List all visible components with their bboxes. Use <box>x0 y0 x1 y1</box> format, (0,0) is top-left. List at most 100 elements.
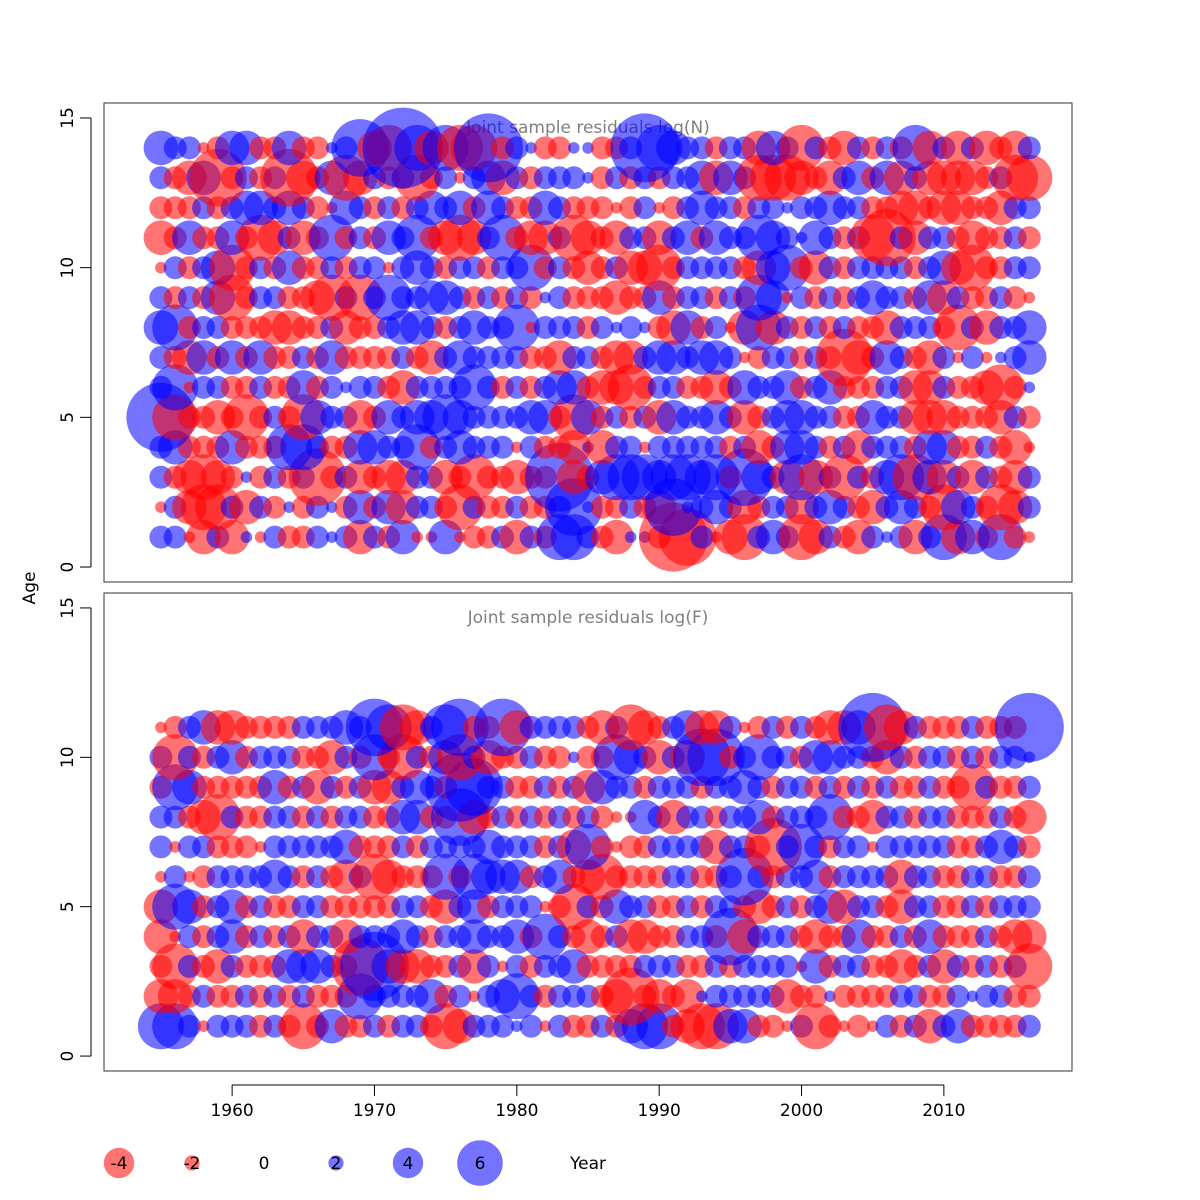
bubble <box>493 973 540 1020</box>
bubble <box>1006 943 1053 990</box>
bubble <box>861 525 885 549</box>
bubbles <box>126 107 1053 572</box>
bubble <box>599 519 634 555</box>
bubble <box>155 501 167 513</box>
bubble <box>1017 865 1041 889</box>
bubble <box>155 721 167 734</box>
bubble <box>169 841 181 853</box>
bubble <box>411 531 424 543</box>
bubble <box>1017 136 1041 160</box>
bubble <box>169 930 181 943</box>
bubble <box>223 394 270 441</box>
bubble <box>522 913 569 960</box>
bubble <box>197 1020 210 1032</box>
bubble <box>220 465 244 489</box>
bubble <box>721 514 768 561</box>
bubble <box>283 501 295 513</box>
legend-item: 6 <box>457 1140 503 1186</box>
bubble <box>550 883 597 930</box>
bubble <box>320 375 344 399</box>
bubble <box>539 291 552 304</box>
bubble <box>548 136 571 160</box>
y-tick-label: 5 <box>58 901 78 912</box>
bubble <box>240 471 253 484</box>
bubble <box>1023 291 1036 304</box>
bubble <box>804 984 828 1008</box>
bubble <box>778 823 825 870</box>
bubble <box>1012 310 1047 345</box>
bubble <box>966 990 979 1003</box>
bubble <box>619 435 643 459</box>
bubble <box>152 364 199 411</box>
bubble <box>1017 895 1041 919</box>
bubble <box>177 1014 201 1038</box>
bubble <box>764 244 811 291</box>
bubble <box>163 865 187 889</box>
bubble <box>718 715 742 739</box>
bubble <box>568 751 580 764</box>
bubble <box>326 531 338 543</box>
bubble <box>363 256 386 280</box>
bubble <box>590 316 614 339</box>
bubble <box>163 525 187 549</box>
bubble <box>511 441 523 454</box>
legend-bubble <box>184 1155 200 1171</box>
bubble <box>539 1020 552 1032</box>
bubble <box>382 261 395 274</box>
bubble <box>197 142 210 154</box>
bubble <box>476 954 500 978</box>
bubble <box>881 531 893 543</box>
bubble <box>582 172 594 184</box>
bubble <box>451 454 498 501</box>
bubble <box>1017 465 1041 489</box>
bubble <box>152 943 199 990</box>
bubble <box>601 967 660 1026</box>
bubble <box>1006 154 1053 201</box>
bubble <box>761 1014 785 1038</box>
bubble <box>209 244 256 291</box>
x-tick-label: 1960 <box>210 1101 253 1121</box>
bubble <box>562 166 586 190</box>
y-tick-label: 5 <box>58 412 78 423</box>
bubble <box>152 1003 199 1050</box>
legend-bubble <box>457 1140 503 1186</box>
legend-label: 2 <box>331 1154 342 1174</box>
bubble <box>738 721 751 734</box>
y-axis-label: Age <box>20 572 40 605</box>
bubble <box>633 196 657 220</box>
bubble <box>448 984 472 1008</box>
x-axis-label: Year <box>569 1154 606 1174</box>
bubble <box>792 1003 839 1050</box>
bubble <box>1003 525 1027 549</box>
bubble <box>519 1014 543 1038</box>
bubble <box>838 1020 850 1032</box>
bubble <box>607 364 654 411</box>
bubble <box>610 202 623 214</box>
bubble <box>1017 226 1041 250</box>
bubble <box>960 346 984 369</box>
legend-bubble <box>328 1155 344 1171</box>
bubble <box>525 321 537 334</box>
bubble <box>639 441 651 454</box>
bubble <box>1017 984 1041 1008</box>
bubble <box>1017 405 1041 429</box>
bubble <box>1003 286 1027 310</box>
bubble <box>1017 196 1041 220</box>
bubble <box>624 531 637 543</box>
bubble <box>670 979 705 1014</box>
bubble <box>718 346 742 369</box>
legend: -4 -2 0 2 4 6 <box>103 1140 503 1186</box>
bubble <box>653 202 665 214</box>
bubble <box>568 142 580 154</box>
bubble <box>177 136 201 160</box>
bubble <box>935 304 982 351</box>
bubble <box>775 226 799 250</box>
bubble <box>1012 919 1047 954</box>
bubble <box>639 321 651 334</box>
panel-title: Joint sample residuals log(F) <box>467 608 709 628</box>
panel-2: 0 5 10 15 Joint sample residuals log(F) <box>58 592 1073 1072</box>
bubble <box>1003 375 1027 399</box>
bubble <box>1012 799 1047 835</box>
